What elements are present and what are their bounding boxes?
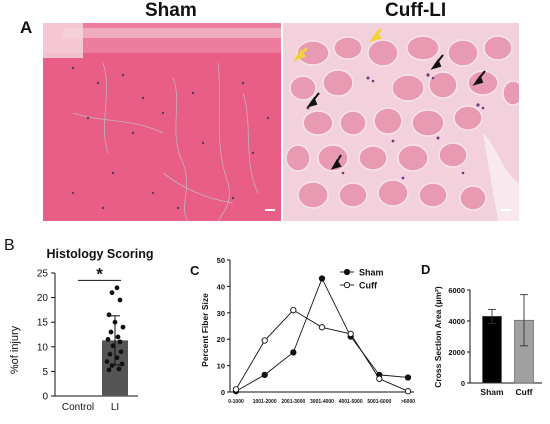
panel-b-letter: B bbox=[4, 237, 15, 254]
legend-label: Sham bbox=[359, 268, 384, 278]
data-point bbox=[106, 312, 112, 318]
data-point bbox=[119, 361, 125, 367]
data-point bbox=[117, 339, 123, 345]
panel-c-letter: C bbox=[190, 263, 200, 278]
series-point-cuff bbox=[404, 388, 412, 395]
cuff-li-micrograph bbox=[283, 23, 519, 221]
significance-star: * bbox=[96, 264, 103, 283]
series-point-cuff bbox=[290, 307, 297, 314]
y-tick-label: 30 bbox=[217, 309, 225, 318]
series-point-cuff bbox=[318, 324, 326, 331]
data-point bbox=[108, 329, 114, 335]
sham-scale-bar bbox=[265, 209, 275, 211]
y-tick-label: 10 bbox=[217, 362, 225, 371]
x-tick-label: LI bbox=[111, 402, 119, 413]
data-point bbox=[109, 363, 115, 368]
data-point bbox=[112, 319, 118, 325]
y-tick-label: 0 bbox=[461, 379, 465, 388]
chart-b-title: Histology Scoring bbox=[47, 247, 154, 261]
legend-marker bbox=[343, 268, 351, 276]
x-tick-label: 0-1000 bbox=[228, 399, 244, 405]
histology-scoring-chart: Histology Scoring %of injury 0 5 10 15 20 25 C… bbox=[9, 247, 154, 413]
data-point bbox=[104, 359, 110, 364]
series-point-sham bbox=[404, 374, 412, 381]
bar-sham bbox=[482, 316, 502, 384]
y-tick-label: 4000 bbox=[448, 317, 465, 326]
x-tick-label: Sham bbox=[480, 387, 504, 397]
series-point-cuff bbox=[347, 330, 354, 338]
data-point bbox=[110, 343, 116, 349]
y-tick-label: 50 bbox=[217, 256, 225, 265]
chart-c-ylabel: Percent Fiber Size bbox=[200, 293, 210, 367]
series-point-cuff bbox=[232, 386, 240, 393]
y-tick-label: 0 bbox=[221, 388, 225, 397]
x-tick-label: Cuff bbox=[516, 387, 533, 397]
sham-micrograph bbox=[43, 23, 281, 221]
series-point-sham bbox=[318, 275, 326, 282]
chart-d-ylabel: Cross Section Area (µm²) bbox=[433, 286, 443, 388]
legend-label: Cuff bbox=[359, 281, 378, 291]
sham-title: Sham bbox=[145, 0, 197, 21]
series-point-cuff bbox=[261, 337, 268, 344]
sham-micrograph-image bbox=[43, 23, 281, 221]
cuff-scale-bar bbox=[501, 209, 511, 211]
data-point bbox=[107, 351, 113, 357]
cross-section-area-chart: Cross Section Area (µm²) 0 2000 4000 6000 Sh… bbox=[433, 286, 542, 397]
x-tick-label: 2001-3000 bbox=[281, 399, 305, 405]
series-point-sham bbox=[290, 349, 297, 356]
data-point bbox=[114, 355, 120, 361]
y-tick-label: 5 bbox=[42, 367, 48, 378]
data-point bbox=[118, 349, 124, 355]
series-point-cuff bbox=[376, 375, 383, 382]
data-point bbox=[109, 290, 115, 296]
x-tick-label: >6000 bbox=[401, 399, 415, 405]
x-tick-label: 5001-6000 bbox=[367, 399, 391, 405]
cuff-li-micrograph-image bbox=[283, 23, 519, 221]
y-tick-label: 20 bbox=[37, 293, 49, 304]
data-point bbox=[105, 337, 111, 342]
y-tick-label: 6000 bbox=[448, 286, 465, 295]
data-point bbox=[114, 285, 120, 291]
series-point-sham bbox=[261, 371, 268, 378]
y-tick-label: 25 bbox=[37, 269, 49, 280]
yellow-arrow-icons bbox=[292, 28, 382, 62]
fiber-size-chart: Percent Fiber Size 0 10 20 30 40 50 0-1000 1001… bbox=[200, 256, 415, 405]
data-point bbox=[117, 297, 123, 303]
y-tick-label: 15 bbox=[37, 318, 49, 329]
panel-a-letter: A bbox=[20, 18, 33, 37]
y-tick-label: 20 bbox=[217, 335, 225, 344]
y-tick-label: 40 bbox=[217, 282, 225, 291]
black-arrow-icons bbox=[306, 54, 486, 170]
data-point bbox=[106, 367, 112, 373]
x-tick-label: 1001-2000 bbox=[253, 399, 277, 405]
y-tick-label: 10 bbox=[37, 342, 49, 353]
y-tick-label: 0 bbox=[42, 392, 48, 403]
x-tick-label: 4001-5000 bbox=[339, 399, 363, 405]
data-point bbox=[116, 366, 122, 372]
y-tick-label: 2000 bbox=[448, 348, 465, 357]
x-tick-label: Control bbox=[62, 402, 94, 413]
data-point bbox=[120, 324, 126, 330]
legend-marker bbox=[343, 281, 351, 289]
panel-d-letter: D bbox=[421, 262, 431, 277]
chart-b-ylabel: %of injury bbox=[9, 325, 21, 374]
x-tick-label: 3001-4000 bbox=[310, 399, 334, 405]
cuff-li-title: Cuff-LI bbox=[385, 0, 447, 21]
data-point bbox=[115, 334, 121, 340]
